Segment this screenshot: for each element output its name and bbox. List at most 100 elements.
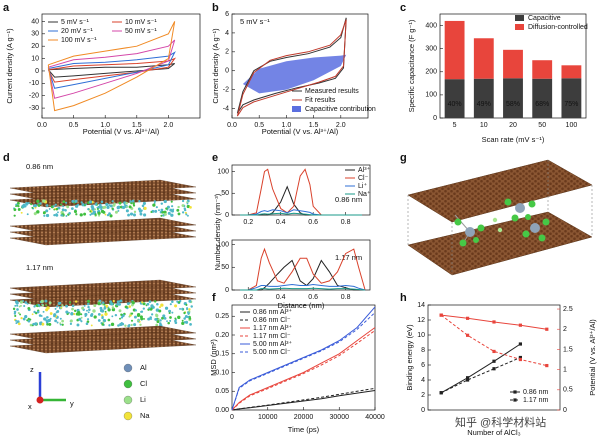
x-tick-label: 1.5 [132, 122, 142, 129]
ion [83, 304, 86, 307]
slab-label: 1.17 nm [26, 263, 53, 272]
ion [125, 201, 128, 205]
ion [97, 211, 101, 215]
data-label: 58% [506, 101, 520, 108]
ion [102, 301, 105, 304]
ion [183, 317, 186, 320]
ion [92, 210, 96, 214]
ion [131, 199, 135, 203]
marker [439, 391, 443, 395]
panel-letter: d [3, 152, 10, 164]
legend-swatch [292, 106, 301, 112]
y-axis-label: MSD (nm²) [209, 339, 218, 376]
x-tick-label: 0.8 [341, 219, 351, 226]
ion [17, 322, 21, 326]
ion [179, 307, 182, 310]
ion [43, 214, 46, 217]
ion [146, 302, 150, 306]
y-tick-label: 300 [425, 46, 437, 53]
bar [532, 60, 553, 79]
ion [42, 211, 46, 215]
ion [174, 304, 178, 308]
x-axis-label: Potential (V vs. Al³⁺/Al) [262, 127, 339, 136]
ion [177, 301, 181, 304]
y-tick-label: 0 [225, 212, 229, 219]
ion [110, 322, 115, 327]
y-tick-label: 200 [425, 69, 437, 76]
marker [466, 378, 470, 382]
x-tick-label: 20000 [294, 414, 314, 421]
ion [26, 213, 29, 216]
ion [113, 202, 116, 205]
ion [167, 321, 170, 325]
y2-tick-label: 2 [563, 326, 567, 333]
ion [147, 317, 151, 321]
ion [91, 207, 95, 211]
legend-label: Li [140, 395, 146, 404]
ion [80, 313, 83, 316]
marker [492, 349, 496, 354]
ion [142, 201, 146, 205]
ion [61, 323, 64, 326]
panel-g-structure [407, 159, 593, 276]
legend-label: 20 mV s⁻¹ [61, 28, 93, 35]
panel-letter: e [212, 152, 218, 164]
ion [19, 313, 22, 316]
ion [130, 213, 133, 216]
ion [81, 203, 85, 207]
x-tick-label: 0.2 [243, 219, 253, 226]
ion [40, 299, 44, 304]
plot-frame [231, 164, 371, 216]
y-tick-label: -4 [223, 105, 229, 112]
ion [166, 320, 168, 323]
ion [163, 199, 167, 204]
marker [466, 316, 470, 320]
ion [155, 308, 160, 312]
ion [74, 300, 78, 303]
ion [57, 211, 59, 214]
annotation: 1.17 nm [335, 253, 362, 262]
x-tick-label: 5 [453, 122, 457, 129]
y-tick-label: 2 [225, 49, 229, 56]
bar [561, 78, 582, 118]
ion [40, 315, 43, 317]
y-tick-label: 4 [225, 30, 229, 37]
series-line [240, 168, 362, 216]
ion [125, 209, 129, 213]
ion [163, 317, 167, 320]
ion [55, 207, 59, 211]
legend-label: 5.00 nm Al³⁺ [253, 340, 292, 348]
ion [104, 213, 107, 216]
ion [25, 203, 28, 206]
ion [156, 320, 160, 324]
x-tick-label: 1.0 [282, 122, 292, 129]
ion [141, 204, 145, 208]
legend-marker [513, 398, 517, 402]
ion [174, 321, 178, 325]
y-axis-label: Current density (A g⁻¹) [211, 28, 220, 104]
ion [76, 323, 80, 327]
ion [130, 319, 134, 322]
panel-letter: f [212, 292, 216, 304]
bar [561, 65, 582, 79]
ion [22, 317, 26, 321]
ion [54, 207, 57, 210]
ion [155, 314, 159, 318]
ion [86, 299, 91, 303]
marker [518, 342, 522, 346]
series-line [47, 63, 176, 78]
ion [116, 205, 120, 210]
ion [77, 203, 80, 206]
ion [74, 309, 77, 313]
ion [61, 319, 64, 323]
ion [128, 305, 131, 308]
ion [65, 310, 69, 314]
bar [444, 20, 465, 80]
ion [16, 304, 19, 307]
ion [111, 315, 114, 318]
ion [119, 299, 123, 303]
legend-ball [123, 411, 133, 421]
ion [160, 214, 163, 217]
ion [31, 313, 34, 316]
data-label: 68% [535, 101, 549, 108]
